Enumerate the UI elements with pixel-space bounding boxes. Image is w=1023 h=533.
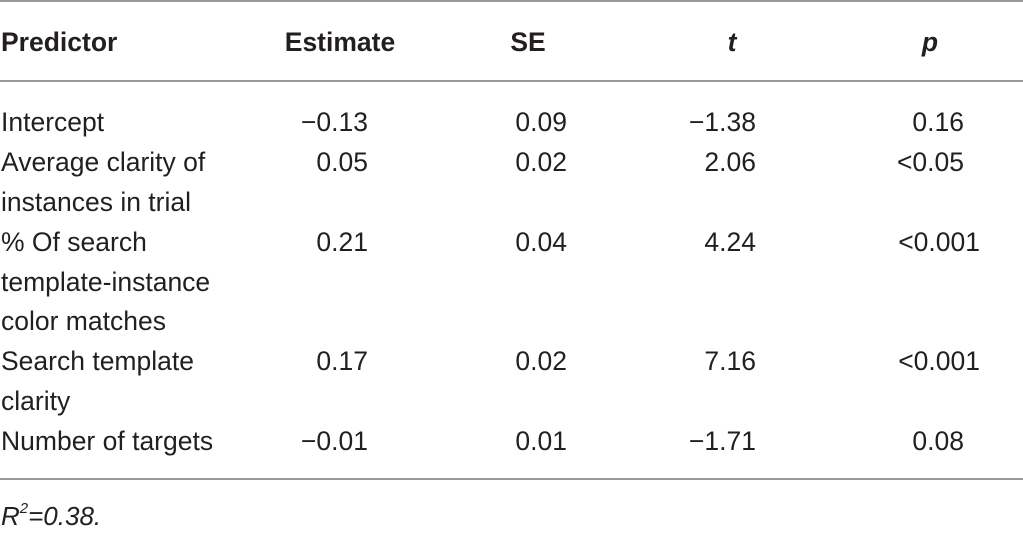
footnote-value: =0.38. xyxy=(28,501,102,531)
row-p: <0.05 xyxy=(896,147,964,177)
header-p: p xyxy=(921,27,939,57)
header-rule xyxy=(0,80,1023,82)
header-predictor: Predictor xyxy=(1,27,118,57)
row-estimate: 0.17 xyxy=(316,346,368,376)
row-se: 0.04 xyxy=(515,227,567,257)
row-predictor-continued: instances in trial xyxy=(1,187,192,217)
row-predictor-continued: clarity xyxy=(1,386,71,416)
row-se: 0.02 xyxy=(515,147,567,177)
header-estimate: Estimate xyxy=(284,27,396,57)
row-predictor: Average clarity of xyxy=(1,147,206,177)
row-t: 4.24 xyxy=(704,227,756,257)
row-p: <0.001 xyxy=(898,346,980,376)
row-p: 0.16 xyxy=(912,107,964,137)
row-estimate: −0.13 xyxy=(300,107,368,137)
footnote-superscript: 2 xyxy=(19,500,29,517)
row-p: <0.001 xyxy=(898,227,980,257)
row-estimate: −0.01 xyxy=(300,426,368,456)
row-predictor-continued: color matches xyxy=(1,306,166,336)
row-estimate: 0.21 xyxy=(316,227,368,257)
header-se: SE xyxy=(510,27,546,57)
row-predictor: Number of targets xyxy=(1,426,214,456)
header-t: t xyxy=(727,27,737,57)
row-predictor-continued: template-instance xyxy=(1,267,211,297)
row-t: −1.38 xyxy=(688,107,756,137)
top-rule xyxy=(0,0,1023,2)
row-t: 2.06 xyxy=(704,147,756,177)
row-se: 0.01 xyxy=(515,426,567,456)
row-estimate: 0.05 xyxy=(316,147,368,177)
row-t: −1.71 xyxy=(688,426,756,456)
row-predictor: Search template xyxy=(1,346,194,376)
bottom-rule xyxy=(0,478,1023,480)
row-p: 0.08 xyxy=(912,426,964,456)
table-footnote: R2=0.38. xyxy=(1,492,101,533)
row-se: 0.02 xyxy=(515,346,567,376)
row-predictor: % Of search xyxy=(1,227,147,257)
row-t: 7.16 xyxy=(704,346,756,376)
footnote-symbol: R xyxy=(1,501,20,531)
row-se: 0.09 xyxy=(515,107,567,137)
row-predictor: Intercept xyxy=(1,107,105,137)
